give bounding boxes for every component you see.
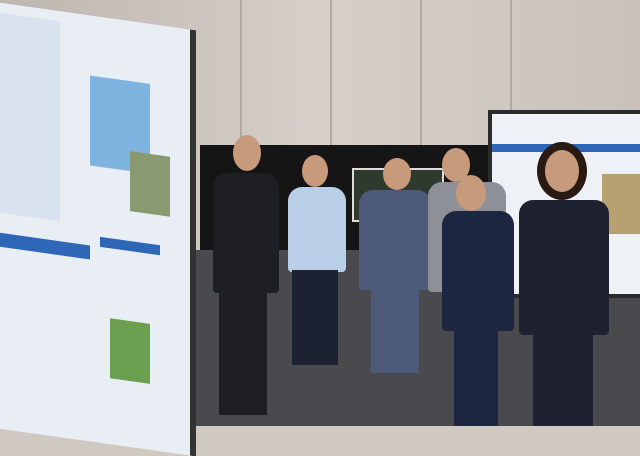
attendee-light-blue-shirt	[280, 155, 350, 370]
poster-section-bar	[0, 232, 90, 260]
attendee-head	[302, 155, 328, 187]
presenter	[195, 135, 285, 426]
attendee-suit	[442, 211, 514, 331]
wall-panel-seam	[420, 0, 422, 150]
attendee-legs	[371, 288, 419, 373]
attendee-suit	[519, 200, 609, 335]
attendee-legs	[533, 330, 593, 426]
attendee-head	[545, 150, 579, 192]
attendee-shirt	[288, 187, 346, 272]
wall-panel-seam	[240, 0, 242, 150]
wall-panel-seam	[510, 0, 512, 150]
attendee-legs	[292, 270, 338, 365]
attendee-head	[456, 175, 486, 211]
left-poster-board	[0, 0, 196, 456]
attendee-head	[383, 158, 411, 190]
poster-chart-image	[110, 318, 150, 384]
attendee-legs	[454, 330, 498, 426]
wall-panel-seam	[330, 0, 332, 150]
poster-section-bar	[100, 236, 160, 256]
poster-header-bar	[492, 144, 640, 152]
poster-header-panel	[0, 12, 60, 222]
attendee-woman-dark-suit	[515, 150, 615, 426]
presenter-legs	[219, 290, 267, 415]
poster-satellite-image	[130, 151, 170, 217]
attendee-blazer	[359, 190, 431, 290]
attendee-woman-navy	[440, 175, 516, 426]
attendee-gray-suit	[355, 158, 435, 378]
presenter-suit	[213, 173, 279, 293]
presenter-head	[233, 135, 261, 171]
